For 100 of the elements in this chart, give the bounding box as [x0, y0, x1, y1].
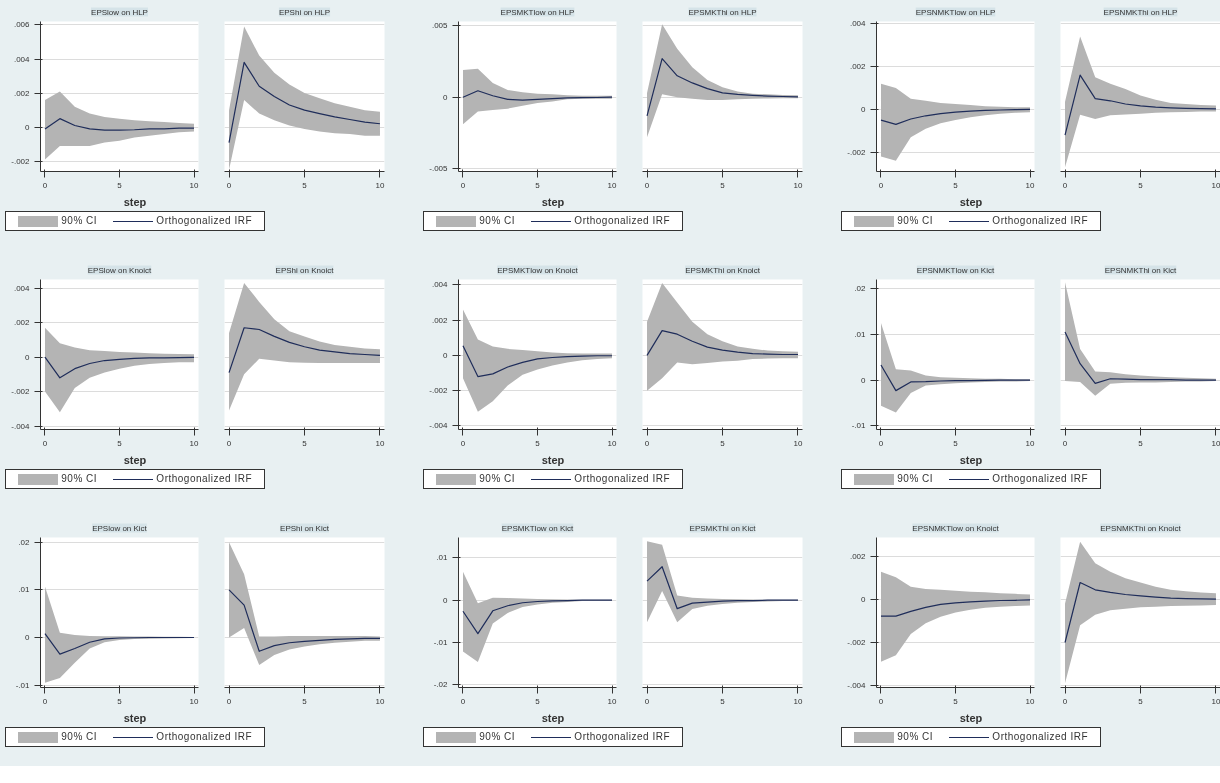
x-tick-label: 10: [1211, 180, 1220, 190]
x-axis-title: step: [540, 453, 566, 468]
line-series: [880, 599, 1031, 617]
x-tick-label: 0: [1062, 696, 1068, 706]
line-series: [880, 364, 1031, 392]
x-tick-label: 5: [117, 696, 123, 706]
x-tick-label: 10: [189, 696, 200, 706]
x-tick-label: 0: [460, 438, 466, 448]
chart-title: EPSNMKThi on HLP: [1103, 7, 1178, 17]
x-tick-label: 5: [535, 438, 541, 448]
chart-title: EPShi on HLP: [278, 7, 331, 17]
text: 90% CI: [61, 214, 98, 226]
y-tick-label: -.004: [429, 421, 449, 431]
x-tick-label: 10: [793, 438, 803, 448]
x-tick-label: 10: [375, 180, 385, 190]
x-axis-title: step: [122, 711, 148, 726]
x-tick-label: 5: [1138, 180, 1144, 190]
text: 90% CI: [61, 730, 98, 742]
x-tick-label: 5: [535, 696, 541, 706]
chart-title: EPSlow on Knoict: [87, 265, 153, 275]
text: 90% CI: [479, 214, 516, 226]
x-tick-label: 5: [720, 180, 726, 190]
y-tick-label: .002: [849, 62, 867, 71]
y-tick-label: .02: [18, 537, 31, 547]
y-tick-label: 0: [861, 375, 867, 385]
y-tick-label: .01: [436, 553, 449, 563]
x-tick-label: 5: [302, 180, 308, 190]
x-tick-label: 0: [878, 696, 884, 706]
x-tick-label: 10: [607, 180, 618, 190]
x-tick-label: 0: [460, 696, 466, 706]
x-tick-label: 10: [1025, 180, 1036, 190]
x-tick-label: 5: [953, 180, 959, 190]
legend-label: Orthogonalized IRF: [574, 214, 671, 226]
line-series: [462, 345, 613, 378]
x-tick-label: 10: [1025, 438, 1036, 448]
x-tick-label: 0: [42, 180, 48, 190]
chart-title: EPSMKTlow on Kict: [501, 523, 575, 533]
y-tick-label: -.01: [15, 680, 31, 690]
line-series: [44, 356, 195, 379]
y-tick-label: -.002: [847, 638, 867, 647]
x-tick-label: 0: [644, 438, 650, 448]
y-tick-label: 0: [443, 595, 449, 605]
legend-label: Orthogonalized IRF: [156, 472, 253, 484]
y-tick-label: -.002: [11, 156, 31, 166]
y-tick-label: -.002: [429, 386, 449, 396]
text: 90% CI: [479, 730, 516, 742]
y-tick-label: .002: [13, 88, 31, 98]
y-tick-label: 0: [25, 633, 31, 642]
x-tick-label: 10: [189, 180, 200, 190]
chart-title: EPSMKThi on Knoict: [685, 265, 761, 275]
x-tick-label: 5: [535, 180, 541, 190]
y-tick-label: .002: [431, 315, 449, 325]
x-tick-label: 10: [607, 696, 618, 706]
legend-label: Orthogonalized IRF: [992, 730, 1089, 742]
y-tick-label: .01: [854, 329, 867, 339]
y-tick-label: .004: [13, 283, 31, 293]
x-tick-label: 5: [953, 438, 959, 448]
x-tick-label: 5: [117, 438, 123, 448]
chart-title: EPSNMKTlow on HLP: [915, 7, 996, 17]
y-tick-label: -.004: [847, 680, 867, 690]
y-tick-label: .005: [431, 21, 449, 31]
chart-title: EPSMKTlow on HLP: [500, 7, 575, 17]
x-axis-title: step: [540, 195, 566, 210]
chart-title: EPSMKThi on HLP: [688, 7, 757, 17]
x-tick-label: 0: [226, 696, 232, 706]
y-tick-label: .01: [18, 585, 31, 595]
x-tick-label: 5: [953, 696, 959, 706]
x-tick-label: 10: [793, 180, 803, 190]
x-tick-label: 10: [1211, 438, 1220, 448]
y-tick-label: 0: [25, 352, 31, 362]
x-tick-label: 5: [1138, 696, 1144, 706]
y-tick-label: .004: [849, 19, 867, 29]
x-tick-label: 5: [720, 438, 726, 448]
x-axis-title: step: [958, 711, 984, 726]
legend-label: Orthogonalized IRF: [574, 730, 671, 742]
y-tick-label: .004: [431, 280, 449, 290]
x-axis-title: step: [540, 711, 566, 726]
text: 90% CI: [479, 472, 516, 484]
x-axis-title: step: [958, 453, 984, 468]
x-tick-label: 5: [117, 180, 123, 190]
x-tick-label: 10: [375, 438, 385, 448]
y-tick-label: 0: [25, 122, 31, 132]
y-tick-label: .004: [13, 54, 31, 64]
chart-title: EPSNMKThi on Knoict: [1100, 523, 1182, 533]
x-tick-label: 10: [793, 696, 803, 706]
legend-label: Orthogonalized IRF: [992, 472, 1089, 484]
y-tick-label: .006: [13, 20, 31, 30]
text: 90% CI: [897, 730, 934, 742]
y-tick-label: 0: [443, 350, 449, 360]
y-tick-label: -.004: [11, 421, 31, 431]
x-tick-label: 0: [226, 438, 232, 448]
y-tick-label: .02: [854, 284, 867, 294]
text: 90% CI: [61, 472, 98, 484]
text: 90% CI: [897, 214, 934, 226]
chart-title: EPSNMKTlow on Knoict: [912, 523, 1000, 533]
chart-title: EPSMKTlow on Knoict: [497, 265, 579, 275]
x-axis-title: step: [958, 195, 984, 210]
chart-title: EPSlow on HLP: [91, 7, 148, 17]
x-tick-label: 0: [1062, 180, 1068, 190]
y-tick-label: -.01: [433, 638, 449, 648]
